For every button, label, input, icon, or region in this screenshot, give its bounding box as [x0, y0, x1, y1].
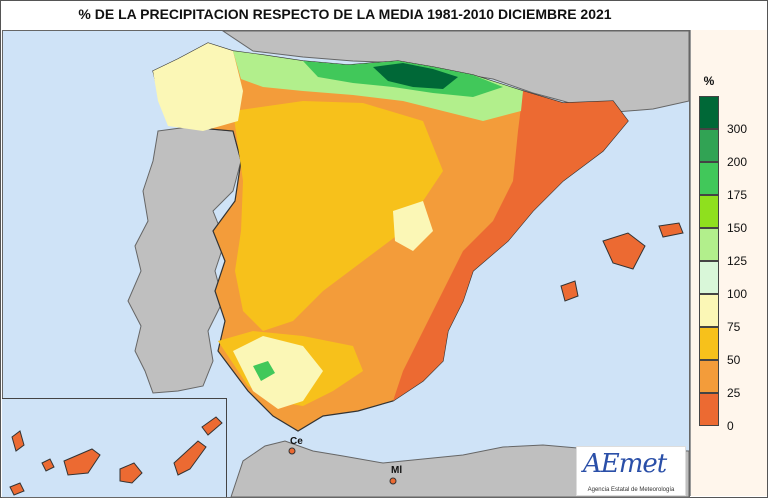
tenerife: [63, 448, 101, 476]
precip-zone-0-25-east: [393, 91, 628, 401]
legend-swatch-300: [699, 96, 719, 129]
legend-tick-300: 300: [727, 122, 748, 136]
legend-tick-25: 25: [727, 386, 741, 400]
legend-unit: %: [703, 74, 715, 88]
legend-swatch-50: [699, 327, 719, 360]
legend-swatch-0: [699, 393, 719, 426]
la-gomera: [41, 458, 55, 472]
lanzarote: [201, 416, 223, 436]
legend-swatch-25: [699, 360, 719, 393]
melilla-marker: [389, 477, 397, 485]
map-svg: [127, 31, 689, 497]
gran-canaria: [119, 462, 143, 484]
canary-svg: [9, 416, 223, 496]
legend-tick-75: 75: [727, 320, 741, 334]
legend: % 300 200 175 150 125 100 75 50 25 0: [690, 30, 767, 496]
precip-zone-75-100-northwest: [153, 43, 243, 131]
logo-text: AEmet: [583, 449, 667, 479]
map-title: % DE LA PRECIPITACION RESPECTO DE LA MED…: [78, 6, 612, 22]
aemet-logo: AEmet Agencia Estatal de Meteorología: [576, 446, 686, 496]
precip-zone-300-north: [373, 63, 458, 89]
el-hierro: [9, 482, 25, 496]
la-palma: [11, 430, 25, 452]
legend-swatch-150: [699, 195, 719, 228]
mallorca: [602, 232, 646, 270]
legend-tick-125: 125: [727, 254, 748, 268]
legend-tick-0: 0: [727, 419, 734, 433]
ibiza: [560, 280, 579, 302]
ceuta-marker: [288, 447, 296, 455]
legend-tick-200: 200: [727, 155, 748, 169]
legend-swatch-125: [699, 228, 719, 261]
legend-swatch-175: [699, 162, 719, 195]
legend-swatch-200: [699, 129, 719, 162]
legend-swatch-75: [699, 294, 719, 327]
legend-tick-100: 100: [727, 287, 748, 301]
precip-zone-50-75-center: [233, 101, 443, 331]
legend-tick-50: 50: [727, 353, 741, 367]
fuerteventura: [173, 440, 207, 476]
precip-zone-100-125-north: [233, 51, 523, 121]
precip-zone-green-southwest: [253, 361, 275, 381]
legend-tick-150: 150: [727, 221, 748, 235]
portugal-land: [127, 126, 242, 394]
precip-zone-75-100-center: [393, 201, 433, 251]
precip-zone-75-100-southwest: [233, 336, 323, 409]
melilla-label: Ml: [391, 465, 403, 476]
legend-swatch-100: [699, 261, 719, 294]
ceuta-label: Ce: [290, 436, 303, 447]
menorca: [658, 222, 684, 238]
logo-subtitle: Agencia Estatal de Meteorología: [587, 487, 675, 493]
canary-islands-inset: [2, 398, 227, 497]
legend-tick-175: 175: [727, 188, 748, 202]
